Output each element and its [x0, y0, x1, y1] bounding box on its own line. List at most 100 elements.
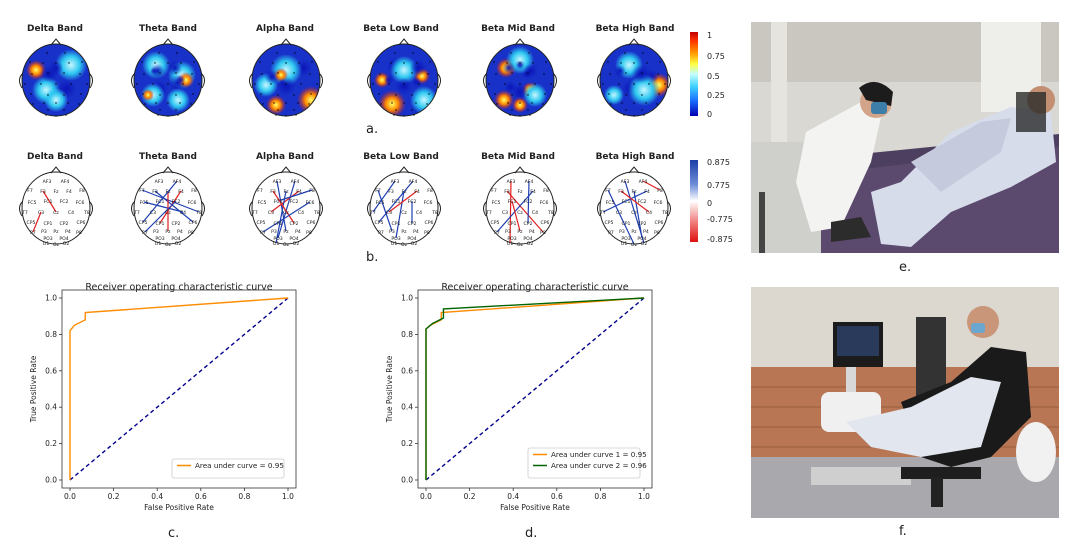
connectivity-link — [395, 190, 405, 239]
electrode-label: CP1 — [274, 221, 283, 227]
electrode-label: FC2 — [290, 199, 299, 205]
electrode-label: C4 — [532, 210, 538, 216]
electrode-label: T7 — [133, 210, 140, 216]
electrode-label: O1 — [391, 241, 398, 247]
electrode-label: Pz — [631, 229, 637, 235]
electrode-label: FC2 — [60, 199, 69, 205]
x-tick-label: 0.6 — [195, 492, 207, 501]
colorbar-a-tick: 0.25 — [707, 91, 725, 100]
connectivity-link — [144, 200, 177, 233]
electrode-label: P4 — [65, 229, 71, 235]
y-tick-label: 0.2 — [401, 439, 413, 448]
electrode-label: P7 — [260, 230, 266, 236]
topomap-row — [19, 38, 671, 117]
electrode-label: CP6 — [189, 220, 198, 226]
electrode-label: PO3 — [273, 236, 282, 242]
topomap-blob — [512, 97, 528, 113]
electrode-label: F8 — [427, 188, 433, 194]
electrode-label: AF4 — [61, 179, 70, 185]
plot-frame — [61, 289, 297, 489]
panel-label-b: b. — [366, 250, 379, 265]
band-title-a-0: Delta Band — [27, 24, 83, 34]
electrode-label: F4 — [414, 189, 420, 195]
colorbar-b-tick: 0.875 — [707, 158, 730, 167]
band-title-a-5: Beta High Band — [595, 24, 675, 34]
head-outline — [249, 166, 323, 245]
connectivity-link — [275, 190, 287, 244]
electrode-label: O1 — [273, 241, 280, 247]
panel-label-a: a. — [366, 122, 379, 137]
electrode-label: CP1 — [44, 221, 53, 227]
electrode-label: P7 — [494, 230, 500, 236]
y-tick-label: 0.8 — [401, 330, 413, 339]
topomap-blob — [266, 95, 286, 115]
connectivity-link — [377, 189, 393, 232]
electrode-label: Fz — [53, 189, 59, 195]
band-title-a-3: Beta Low Band — [363, 24, 439, 34]
topomap-blob — [55, 49, 87, 81]
colorbar-b — [690, 160, 698, 242]
connectivity-link — [372, 180, 396, 213]
topomap-head — [483, 38, 557, 117]
electrode-label: AF4 — [409, 179, 418, 185]
electrode-label: Fz — [283, 189, 289, 195]
electrode-label: PO3 — [507, 236, 516, 242]
electrode-label: FC5 — [606, 200, 615, 206]
x-tick-label: 0.4 — [507, 492, 519, 501]
topomap-blob — [523, 83, 547, 107]
connectivity-link — [141, 189, 200, 213]
connectivity-link — [388, 190, 418, 213]
colorbar-b-tick: -0.875 — [707, 235, 733, 244]
electrode-label: CP6 — [541, 220, 550, 226]
electrode-label: CP6 — [655, 220, 664, 226]
connectivity-link — [143, 201, 184, 213]
electrode-label: F3 — [618, 189, 624, 195]
electrode-label: CP1 — [392, 221, 401, 227]
electrode-label: PO4 — [523, 236, 532, 242]
connectivity-link — [42, 190, 57, 213]
electrode-label: FC6 — [306, 200, 315, 206]
connectivity-link — [642, 180, 661, 191]
electrode-label: Oz — [165, 242, 172, 248]
electrode-label: CP5 — [257, 220, 266, 226]
electrode-label: O2 — [527, 241, 534, 247]
electrode-label: PO4 — [171, 236, 180, 242]
y-tick-label: 0.6 — [45, 366, 57, 375]
topomap-blob — [297, 86, 320, 114]
colorbar-b-tick: 0.775 — [707, 181, 730, 190]
electrode-label: CP1 — [622, 221, 631, 227]
connectivity-head: AF3 AF4 F7 F3 Fz F4 F8 FC5 FC1 FC2 FC6 T7 C3 Cz C4 T8 CP… — [249, 166, 323, 248]
connectivity-row: AF3 AF4 F7 F3 Fz F4 F8 FC5 FC1 FC2 FC6 T7 C3 Cz C4 T8 CP… — [19, 166, 671, 248]
topomap-head — [597, 38, 671, 117]
band-title-b-5: Beta High Band — [595, 152, 675, 162]
electrode-label: P7 — [142, 230, 148, 236]
electrode-label: FC6 — [188, 200, 197, 206]
electrode-label: Oz — [401, 242, 408, 248]
y-tick-label: 0.2 — [45, 439, 57, 448]
electrode-label: CP5 — [139, 220, 148, 226]
electrode-label: CP2 — [60, 221, 69, 227]
colorbar-a-tick: 1 — [707, 31, 713, 40]
electrode-label: F8 — [79, 188, 85, 194]
electrode-label: Cz — [517, 210, 523, 216]
electrode-label: AF3 — [391, 179, 400, 185]
electrode-label: Cz — [53, 210, 59, 216]
x-tick-label: 1.0 — [638, 492, 650, 501]
electrode-label: F4 — [66, 189, 72, 195]
electrode-label: Fz — [165, 189, 171, 195]
photo-rehab-robot — [751, 287, 1059, 518]
electrode-label: C4 — [298, 210, 304, 216]
electrode-label: P4 — [295, 229, 301, 235]
electrode-label: CP2 — [408, 221, 417, 227]
electrode-label: CP2 — [524, 221, 533, 227]
electrode-label: PO3 — [621, 236, 630, 242]
electrode-label: PO4 — [407, 236, 416, 242]
electrode-label: Cz — [165, 210, 171, 216]
electrode-label: O1 — [155, 241, 162, 247]
y-tick-label: 1.0 — [45, 294, 57, 303]
electrode-label: O2 — [175, 241, 182, 247]
electrode-label: AF4 — [525, 179, 534, 185]
band-title-b-1: Theta Band — [139, 152, 197, 162]
electrode-label: F3 — [388, 189, 394, 195]
band-title-b-3: Beta Low Band — [363, 152, 439, 162]
